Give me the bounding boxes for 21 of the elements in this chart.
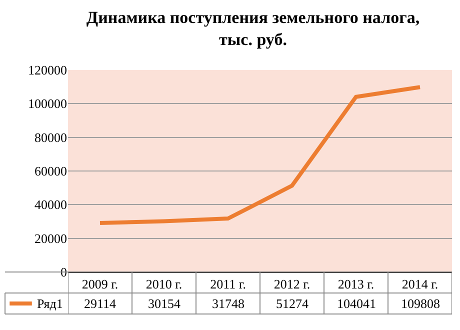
y-tick-label: 20000: [34, 230, 67, 246]
y-tick-label: 80000: [34, 130, 67, 145]
x-tick-label: 2012 г.: [274, 276, 310, 292]
data-label: 104041: [337, 296, 376, 311]
data-label: 51274: [276, 296, 309, 311]
y-tick-label: 60000: [34, 164, 67, 179]
x-tick-label: 2014 г.: [402, 276, 438, 292]
data-label: 30154: [148, 296, 181, 311]
data-label: 31748: [212, 296, 244, 311]
y-tick-label: 40000: [34, 197, 67, 212]
data-label: 109808: [401, 296, 440, 311]
chart-title: Динамика поступления земельного налога, тыс. руб.: [86, 8, 420, 50]
x-tick-label: 2011 г.: [210, 276, 246, 292]
x-tick-label: 2013 г.: [338, 276, 374, 292]
line-series: [98, 85, 422, 225]
x-tick-label: 2009 г.: [82, 276, 118, 292]
y-tick-label: 100000: [28, 96, 67, 112]
legend-label: Ряд1: [37, 296, 63, 311]
y-tick-label: 120000: [28, 62, 67, 78]
data-label: 29114: [84, 296, 117, 311]
x-tick-label: 2010 г.: [146, 276, 182, 292]
